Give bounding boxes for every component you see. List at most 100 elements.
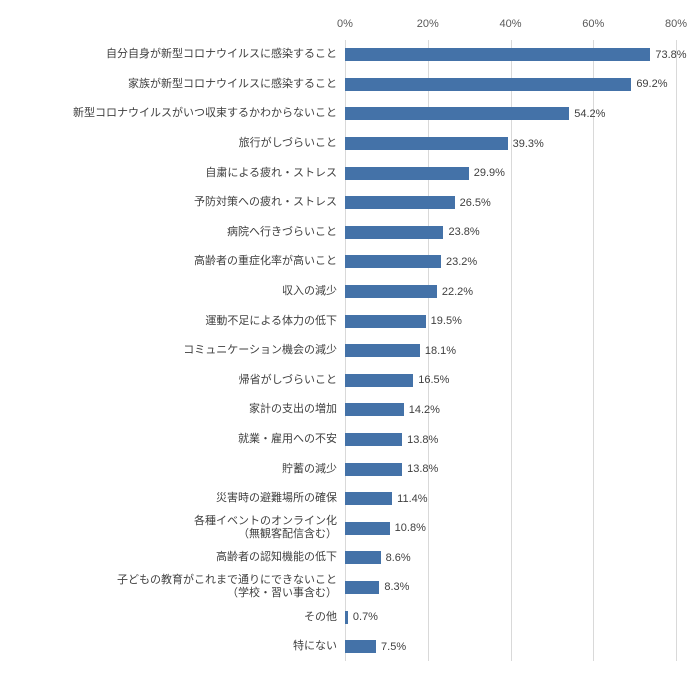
bar-track: 54.2% xyxy=(345,107,676,121)
value-label: 16.5% xyxy=(418,374,450,387)
bar xyxy=(345,255,441,269)
chart-row: 旅行がしづらいこと 39.3% xyxy=(0,129,676,159)
bar-track: 23.8% xyxy=(345,225,676,239)
chart-row: 就業・雇用への不安 13.8% xyxy=(0,425,676,455)
bar-chart: 0% 20% 40% 60% 80% 自分自身が新型コロナウイルスに感染すること 73.8… xyxy=(0,14,687,662)
value-label: 39.3% xyxy=(512,137,544,150)
bar xyxy=(345,225,444,239)
bar-track: 11.4% xyxy=(345,492,676,506)
value-label: 8.6% xyxy=(385,551,411,564)
gridline xyxy=(676,40,677,662)
chart-row: 高齢者の重症化率が高いこと 23.2% xyxy=(0,247,676,277)
category-label: 家族が新型コロナウイルスに感染すること xyxy=(128,77,337,90)
chart-row: 病院へ行きづらいこと 23.8% xyxy=(0,218,676,248)
chart-row: 自粛による疲れ・ストレス 29.9% xyxy=(0,158,676,188)
category-label: 災害時の避難場所の確保 xyxy=(216,492,337,505)
bar-track: 13.8% xyxy=(345,462,676,476)
x-axis-tick-label: 80% xyxy=(664,18,688,30)
chart-row: 子どもの教育がこれまで通りにできないこと （学校・習い事含む） 8.3% xyxy=(0,573,676,603)
category-label: 自分自身が新型コロナウイルスに感染すること xyxy=(106,48,337,61)
bar xyxy=(345,551,381,565)
bar-track: 23.2% xyxy=(345,255,676,269)
category-label: 自粛による疲れ・ストレス xyxy=(205,166,337,179)
bar xyxy=(345,462,403,476)
chart-rows: 自分自身が新型コロナウイルスに感染すること 73.8% 家族が新型コロナウイルスに感… xyxy=(0,40,687,662)
bar-track: 69.2% xyxy=(345,77,676,91)
bar-track: 39.3% xyxy=(345,137,676,151)
category-label: 収入の減少 xyxy=(282,285,337,298)
value-label: 23.8% xyxy=(448,226,480,239)
chart-row: 家族が新型コロナウイルスに感染すること 69.2% xyxy=(0,70,676,100)
chart-row: 予防対策への疲れ・ストレス 26.5% xyxy=(0,188,676,218)
chart-row: 災害時の避難場所の確保 11.4% xyxy=(0,484,676,514)
chart-row: 貯蓄の減少 13.8% xyxy=(0,454,676,484)
bar xyxy=(345,196,455,210)
category-label: 予防対策への疲れ・ストレス xyxy=(194,196,337,209)
gridline xyxy=(510,40,512,662)
value-label: 69.2% xyxy=(636,78,668,91)
category-label: 就業・雇用への不安 xyxy=(238,433,337,446)
value-label: 10.8% xyxy=(394,522,426,535)
bar-track: 8.3% xyxy=(345,580,676,594)
bar xyxy=(345,107,570,121)
category-label: 貯蓄の減少 xyxy=(282,462,337,475)
bar-track: 22.2% xyxy=(345,285,676,299)
x-axis-tick-label: 40% xyxy=(499,18,522,30)
category-label: 家計の支出の増加 xyxy=(249,403,337,416)
value-label: 54.2% xyxy=(574,107,606,120)
chart-row: 新型コロナウイルスがいつ収束するかわからないこと 54.2% xyxy=(0,99,676,129)
gridline xyxy=(593,40,595,662)
bar xyxy=(345,640,377,654)
x-axis-row: 0% 20% 40% 60% 80% xyxy=(0,14,687,40)
bar xyxy=(345,314,426,328)
bar-track: 26.5% xyxy=(345,196,676,210)
gridline xyxy=(427,40,429,662)
chart-row: 収入の減少 22.2% xyxy=(0,277,676,307)
value-label: 23.2% xyxy=(445,255,478,268)
value-label: 18.1% xyxy=(424,344,457,357)
bar-track: 16.5% xyxy=(345,373,676,387)
bar-track: 8.6% xyxy=(345,551,676,565)
chart-row: 特にない 7.5% xyxy=(0,632,676,662)
value-label: 0.7% xyxy=(352,611,378,624)
bar xyxy=(345,580,380,594)
bar xyxy=(345,521,390,535)
value-label: 8.3% xyxy=(384,581,410,594)
bar-track: 29.9% xyxy=(345,166,676,180)
bar xyxy=(345,373,414,387)
bar-track: 7.5% xyxy=(345,640,676,654)
bar-track: 18.1% xyxy=(345,344,676,358)
bar-track: 19.5% xyxy=(345,314,676,328)
x-axis-tick-label: 20% xyxy=(416,18,439,30)
bar-track: 10.8% xyxy=(345,521,676,535)
value-label: 14.2% xyxy=(408,403,440,416)
category-label: 病院へ行きづらいこと xyxy=(227,225,337,238)
bar-track: 13.8% xyxy=(345,433,676,447)
category-label: 特にない xyxy=(293,640,337,653)
x-axis-tick-label: 60% xyxy=(582,18,605,30)
x-axis: 0% 20% 40% 60% 80% xyxy=(337,14,687,40)
chart-row: コミュニケーション機会の減少 18.1% xyxy=(0,336,676,366)
value-label: 13.8% xyxy=(407,433,439,446)
x-axis-tick-label: 0% xyxy=(337,18,353,30)
bar xyxy=(345,433,403,447)
bar xyxy=(345,48,651,62)
plot-body: 自分自身が新型コロナウイルスに感染すること 73.8% 家族が新型コロナウイルスに感… xyxy=(0,40,687,662)
value-label: 7.5% xyxy=(381,640,407,653)
bar xyxy=(345,403,404,417)
category-label: 各種イベントのオンライン化 （無観客配信含む） xyxy=(194,515,337,541)
value-label: 73.8% xyxy=(655,48,687,61)
bar xyxy=(345,166,469,180)
bar xyxy=(345,610,348,624)
category-label: 帰省がしづらいこと xyxy=(238,373,337,386)
chart-row: 帰省がしづらいこと 16.5% xyxy=(0,366,676,396)
category-label: 運動不足による体力の低下 xyxy=(205,314,337,327)
bar xyxy=(345,492,393,506)
bar xyxy=(345,137,508,151)
value-label: 19.5% xyxy=(430,315,462,328)
category-label: 高齢者の重症化率が高いこと xyxy=(194,255,337,268)
bar-track: 73.8% xyxy=(345,48,687,62)
category-label: コミュニケーション機会の減少 xyxy=(183,344,337,357)
bar-track: 0.7% xyxy=(345,610,676,624)
